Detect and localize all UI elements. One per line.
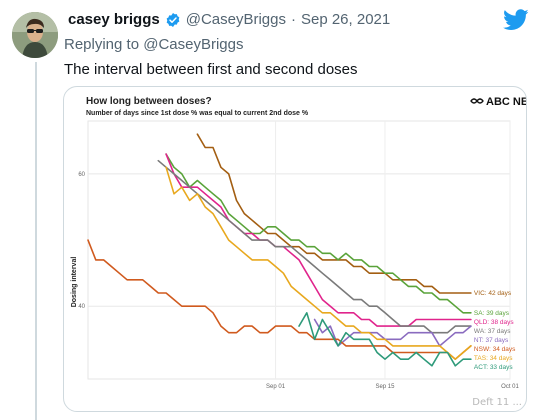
- gridlines: [87, 120, 511, 380]
- x-tick-label: Sep 15: [375, 384, 395, 390]
- watermark: Deft 11 ...: [472, 397, 522, 408]
- twitter-bird-icon: [503, 9, 529, 31]
- replying-to-mention[interactable]: @CaseyBriggs: [143, 36, 244, 53]
- series-line-tas: [165, 166, 472, 360]
- series-label-nsw: NSW: 34 days: [474, 346, 516, 353]
- profile-photo: [12, 12, 58, 58]
- tweet-header: casey briggs @CaseyBriggs · Sep 26, 2021: [68, 11, 390, 28]
- axis-ticks: 40 60 Sep 01 Sep 15 Oct 01: [78, 172, 519, 390]
- brand-label: ABC NEWS: [486, 96, 526, 108]
- chart-svg: How long between doses? Number of days s…: [71, 96, 526, 390]
- series-label-nt: NT: 37 days: [474, 337, 509, 344]
- replying-prefix: Replying to: [64, 36, 144, 53]
- avatar[interactable]: [12, 12, 58, 58]
- replying-to: Replying to @CaseyBriggs: [64, 36, 243, 53]
- handle[interactable]: @CaseyBriggs: [185, 11, 286, 28]
- display-name[interactable]: casey briggs: [68, 11, 160, 28]
- series-line-qld: [165, 153, 472, 327]
- x-tick-label: Sep 01: [266, 384, 286, 390]
- series-line-nt: [313, 318, 472, 347]
- tweet-text: The interval between first and second do…: [64, 61, 358, 78]
- y-tick-label: 60: [78, 172, 85, 178]
- x-tick-label: Oct 01: [501, 384, 519, 390]
- series-label-vic: VIC: 42 days: [474, 290, 512, 297]
- series-label-qld: QLD: 38 days: [474, 319, 514, 326]
- y-axis-label: Dosing interval: [71, 257, 78, 308]
- series-label-wa: WA: 37 days: [474, 328, 511, 335]
- chart-subtitle: Number of days since 1st dose % was equa…: [86, 110, 309, 117]
- series-line-vic: [196, 133, 472, 294]
- series-labels: VIC: 42 days SA: 39 days QLD: 38 days WA: 3…: [474, 290, 516, 371]
- series-line-sa: [165, 153, 472, 314]
- series-lines: [87, 133, 472, 367]
- series-label-sa: SA: 39 days: [474, 310, 510, 317]
- y-tick-label: 40: [78, 304, 85, 310]
- verified-badge-icon: [165, 12, 181, 28]
- chart-image[interactable]: How long between doses? Number of days s…: [63, 86, 527, 412]
- abc-news-logo: ABC NEWS: [470, 96, 526, 108]
- tweet-date[interactable]: Sep 26, 2021: [300, 11, 391, 28]
- series-label-act: ACT: 33 days: [474, 364, 513, 371]
- series-line-act: [298, 312, 472, 367]
- series-line-wa: [157, 159, 472, 334]
- chart-title: How long between doses?: [86, 96, 212, 107]
- series-label-tas: TAS: 34 days: [474, 355, 513, 362]
- abc-logo-mark-icon: [470, 98, 484, 104]
- series-line-nsw: [87, 239, 472, 360]
- separator-dot: ·: [290, 11, 296, 28]
- thread-line: [35, 62, 37, 420]
